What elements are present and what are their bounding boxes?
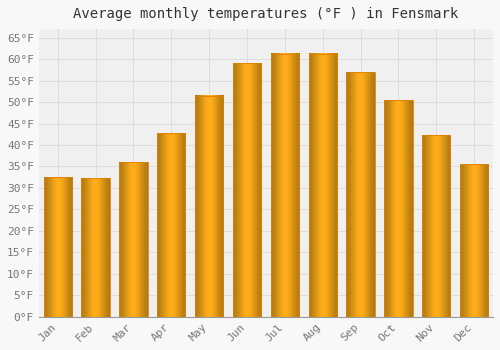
Bar <box>270 54 299 317</box>
Bar <box>308 54 337 317</box>
Bar <box>460 164 488 317</box>
Bar <box>82 178 110 317</box>
Bar <box>157 133 186 317</box>
Title: Average monthly temperatures (°F ) in Fensmark: Average monthly temperatures (°F ) in Fe… <box>74 7 458 21</box>
Bar <box>44 177 72 317</box>
Bar <box>422 135 450 317</box>
Bar <box>346 72 375 317</box>
Bar <box>233 63 261 317</box>
Bar <box>119 162 148 317</box>
Bar <box>384 100 412 317</box>
Bar <box>195 96 224 317</box>
